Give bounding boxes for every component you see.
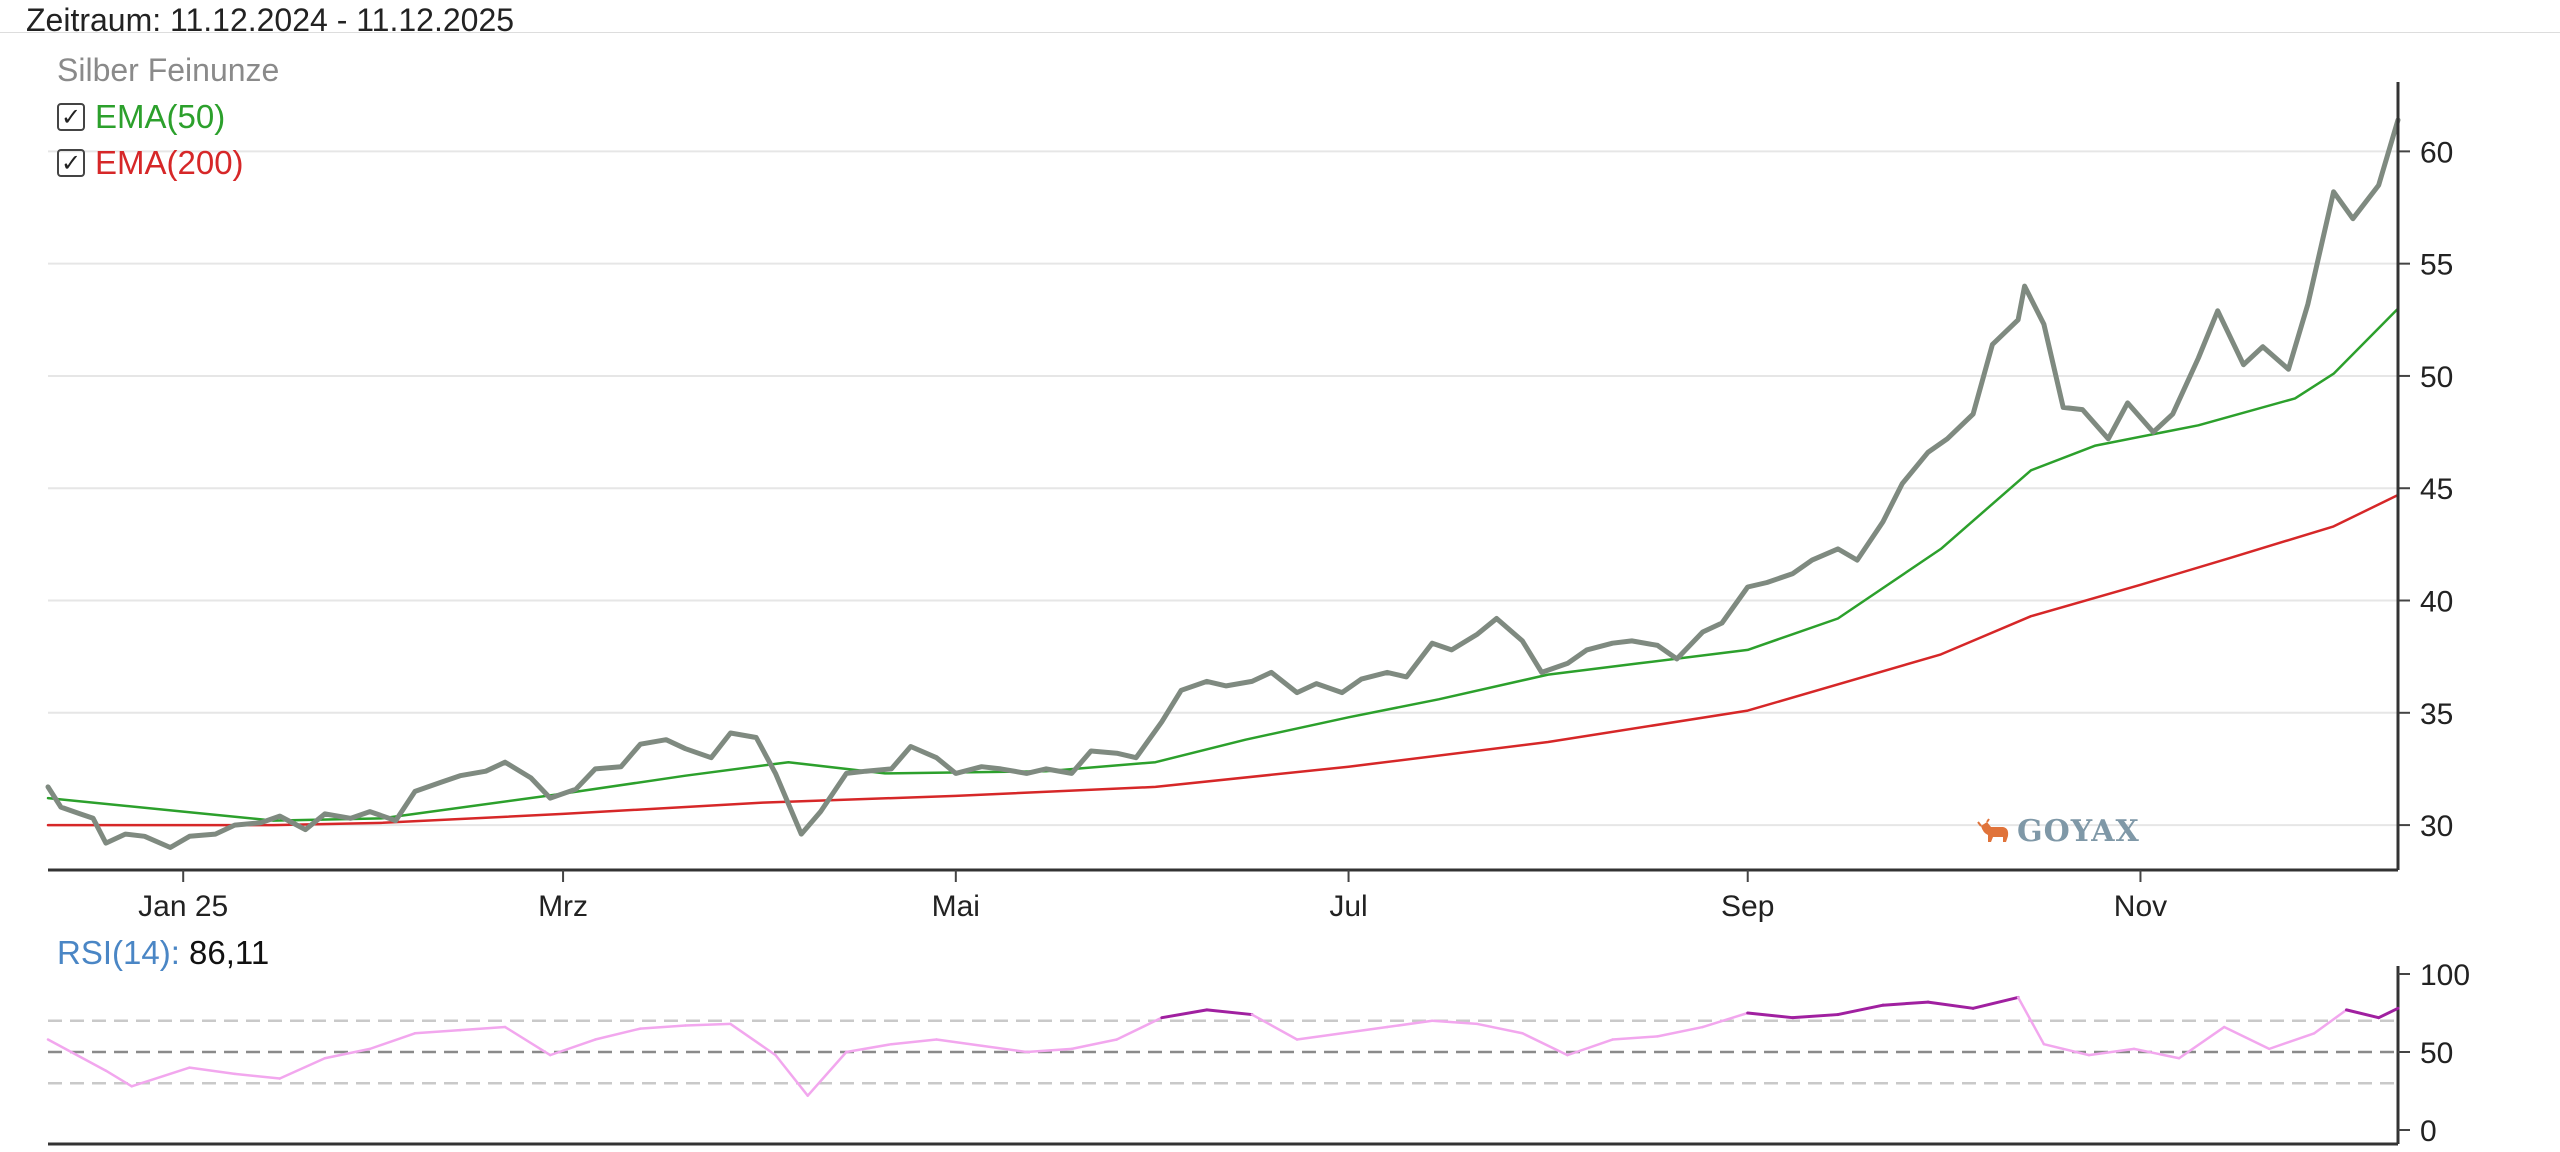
- rsi-segment: [1385, 1019, 1434, 1029]
- rsi-label: RSI(14): 86,11: [57, 934, 269, 972]
- instrument-name: Silber Feinunze: [57, 52, 280, 88]
- rsi-segment: [1656, 1025, 1704, 1038]
- goyax-logo: GOYAX: [1977, 814, 2140, 849]
- legend-ema50[interactable]: ✓ EMA(50): [57, 98, 225, 136]
- rsi-segment: [1205, 1008, 1254, 1017]
- rsi-segment: [2087, 1047, 2136, 1057]
- rsi-segment: [503, 1025, 552, 1057]
- x-tick-label: Sep: [1721, 890, 1774, 923]
- rsi-y-tick-label: 100: [2420, 959, 2470, 992]
- rsi-segment: [278, 1056, 327, 1080]
- x-tick-label: Mrz: [538, 890, 588, 923]
- header-divider: [0, 32, 2560, 33]
- rsi-segment: [1115, 1016, 1164, 1041]
- rsi-segment: [1521, 1032, 1569, 1057]
- logo-text: GOYAX: [2017, 814, 2140, 849]
- checkbox-icon[interactable]: ✓: [57, 149, 85, 177]
- rsi-segment: [729, 1022, 777, 1057]
- y-tick-label: 55: [2420, 249, 2453, 282]
- rsi-segment: [323, 1047, 372, 1060]
- rsi-segment: [104, 1069, 133, 1088]
- rsi-segment: [1701, 1011, 1749, 1029]
- legend-ema200[interactable]: ✓ EMA(200): [57, 144, 244, 182]
- rsi-name: RSI(14): [57, 934, 171, 971]
- rsi-segment: [1025, 1047, 1073, 1054]
- rsi-segment: [845, 1042, 893, 1054]
- y-tick-label: 45: [2420, 473, 2453, 506]
- y-tick-label: 30: [2420, 810, 2453, 843]
- rsi-segment: [458, 1025, 507, 1032]
- rsi-segment: [1791, 1013, 1840, 1020]
- ema200-line: [46, 493, 2400, 827]
- rsi-segment: [548, 1038, 597, 1057]
- bull-icon: [1977, 817, 2009, 842]
- rsi-segment: [1971, 995, 2020, 1010]
- rsi-separator: :: [170, 934, 180, 971]
- legend-label-ema200: EMA(200): [95, 144, 244, 181]
- rsi-segment: [1295, 1032, 1344, 1041]
- rsi-segment: [1611, 1035, 1659, 1041]
- x-tick-label: Mai: [932, 890, 980, 923]
- rsi-segment: [1160, 1008, 1209, 1020]
- rsi-segment: [1250, 1013, 1299, 1041]
- ema50-line: [46, 307, 2400, 822]
- rsi-segment: [1926, 1000, 1975, 1010]
- legend-label-ema50: EMA(50): [95, 98, 226, 135]
- y-tick-label: 50: [2420, 361, 2453, 394]
- rsi-segment: [1070, 1038, 1119, 1051]
- x-tick-label: Jul: [1329, 890, 1367, 923]
- rsi-y-tick-label: 50: [2420, 1037, 2453, 1070]
- rsi-segment: [639, 1024, 687, 1030]
- rsi-segment: [1430, 1019, 1479, 1026]
- rsi-segment: [594, 1027, 642, 1041]
- rsi-segment: [890, 1038, 938, 1046]
- rsi-segment: [1340, 1025, 1389, 1035]
- rsi-segment: [2016, 996, 2046, 1046]
- rsi-segment: [2222, 1025, 2271, 1051]
- rsi-segment: [413, 1028, 462, 1035]
- y-tick-label: 60: [2420, 136, 2453, 169]
- rsi-segment: [368, 1032, 417, 1051]
- rsi-segment: [684, 1022, 732, 1027]
- rsi-segment: [1836, 1003, 1885, 1017]
- rsi-segment: [1566, 1038, 1614, 1057]
- price-line: [45, 117, 2401, 850]
- rsi-segment: [2132, 1047, 2181, 1060]
- rsi-segment: [46, 1038, 108, 1072]
- rsi-segment: [233, 1072, 282, 1080]
- x-tick-label: Nov: [2114, 890, 2167, 923]
- rsi-segment: [1476, 1022, 1524, 1035]
- rsi-segment: [980, 1044, 1028, 1054]
- rsi-segment: [935, 1038, 983, 1048]
- rsi-segment: [2313, 1008, 2348, 1035]
- rsi-y-tick-label: 0: [2420, 1115, 2437, 1148]
- rsi-segment: [188, 1066, 236, 1076]
- checkbox-icon[interactable]: ✓: [57, 103, 85, 131]
- rsi-segment: [774, 1053, 809, 1097]
- y-tick-label: 35: [2420, 698, 2453, 731]
- rsi-segment: [2042, 1042, 2091, 1057]
- rsi-value: 86,11: [189, 934, 270, 971]
- rsi-segment: [2267, 1032, 2316, 1051]
- rsi-segment: [2377, 1006, 2400, 1020]
- y-tick-label: 40: [2420, 586, 2453, 619]
- rsi-segment: [2344, 1008, 2381, 1020]
- rsi-segment: [2177, 1025, 2226, 1060]
- rsi-segment: [130, 1066, 191, 1088]
- x-tick-label: Jan 25: [138, 890, 228, 923]
- rsi-segment: [1881, 1000, 1930, 1007]
- rsi-segment: [1746, 1011, 1795, 1020]
- rsi-segment: [806, 1050, 848, 1097]
